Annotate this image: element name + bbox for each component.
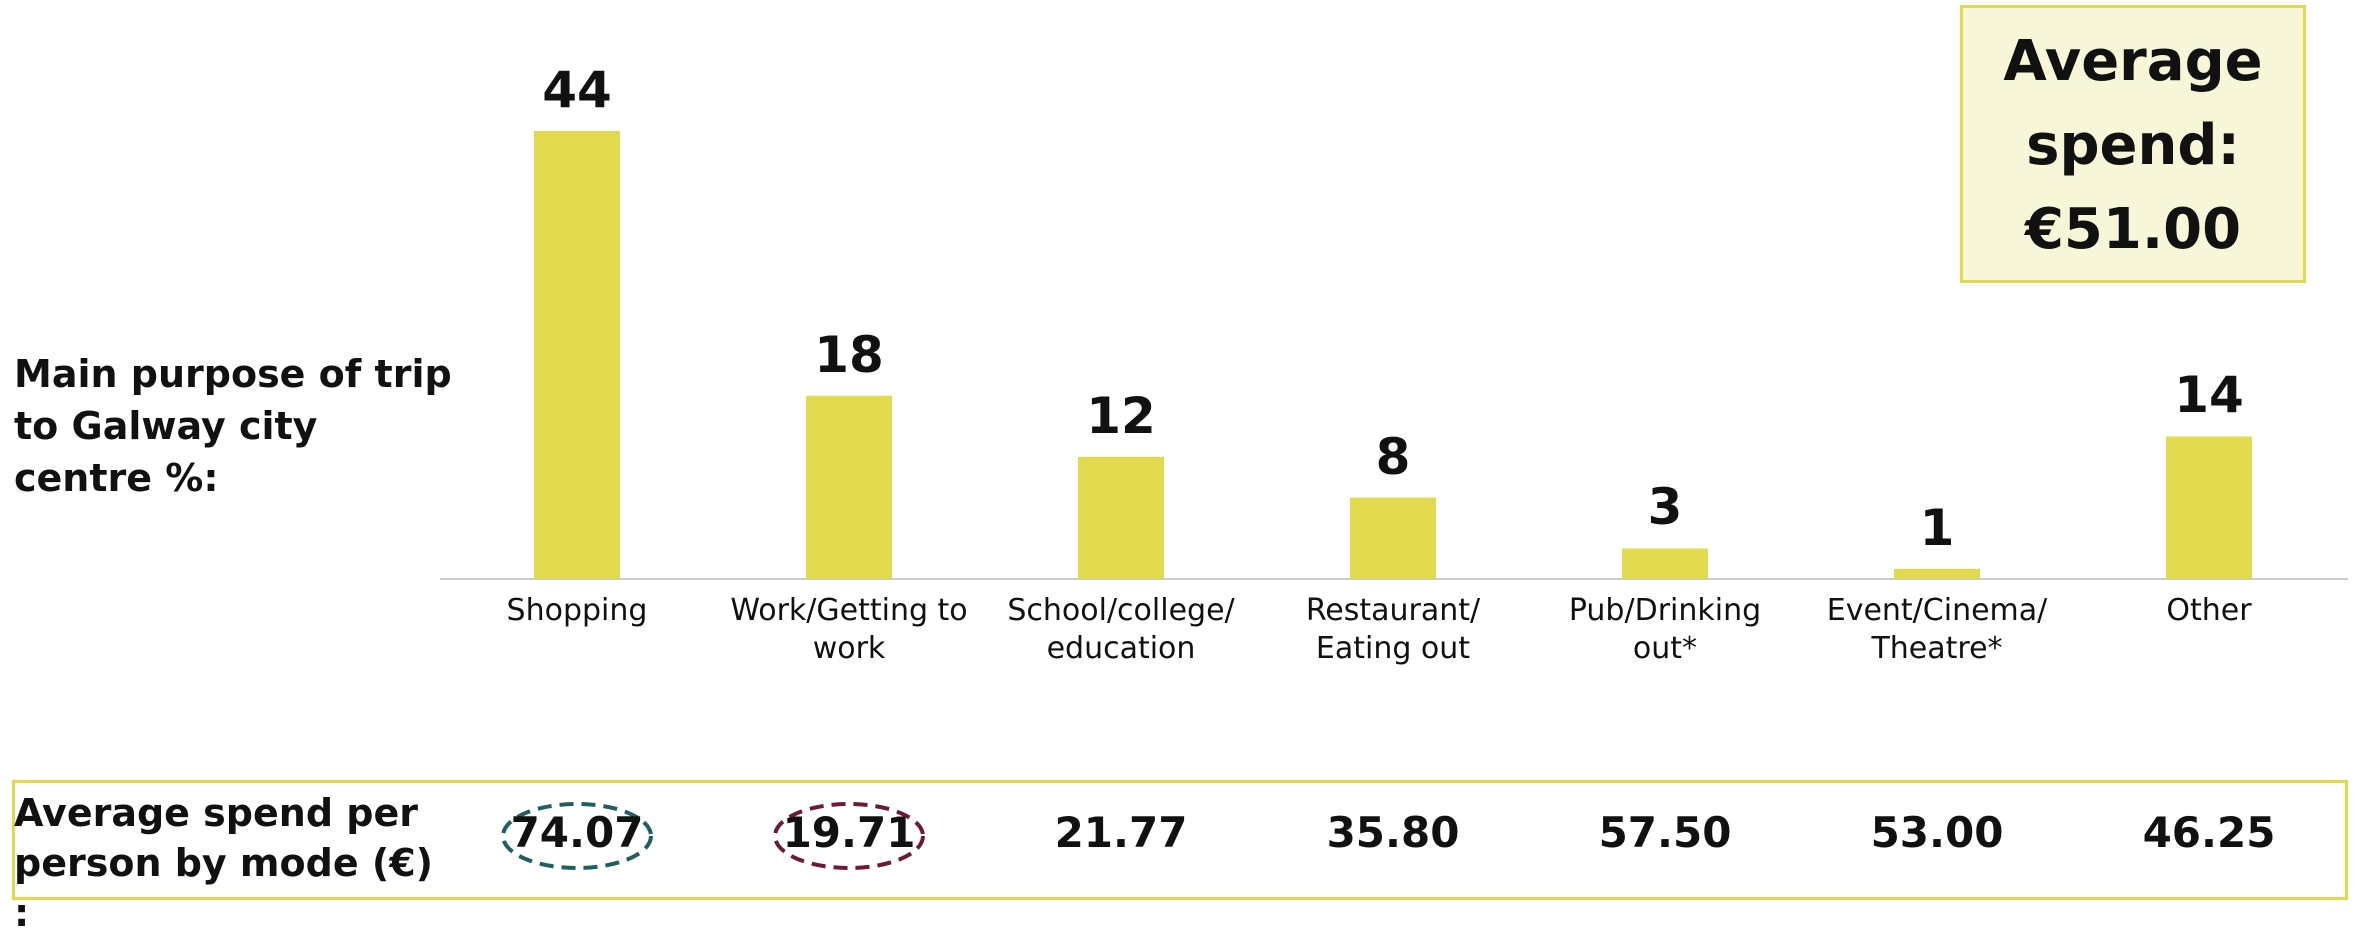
category-label: Work/Getting to work (724, 592, 974, 668)
category-label: Shopping (452, 592, 702, 630)
spend-value: 19.71 (749, 808, 949, 857)
bar (1078, 457, 1164, 579)
spend-row-label: Average spend per person by mode (€) : (14, 788, 454, 938)
value-label: 3 (1585, 478, 1745, 536)
bar (1894, 569, 1980, 579)
value-label: 12 (1041, 387, 1201, 445)
spend-value: 53.00 (1837, 808, 2037, 857)
spend-value: 74.07 (477, 808, 677, 857)
category-label: Event/Cinema/ Theatre* (1812, 592, 2062, 668)
spend-value: 57.50 (1565, 808, 1765, 857)
value-label: 44 (497, 61, 657, 119)
spend-value: 35.80 (1293, 808, 1493, 857)
spend-value: 46.25 (2109, 808, 2309, 857)
category-label: Pub/Drinking out* (1540, 592, 1790, 668)
bar (1350, 498, 1436, 579)
bar (1622, 548, 1708, 579)
bar (2166, 436, 2252, 579)
spend-value: 21.77 (1021, 808, 1221, 857)
value-label: 1 (1857, 499, 2017, 557)
average-spend-box: Average spend: €51.00 (1960, 5, 2306, 283)
category-label: Restaurant/ Eating out (1268, 592, 1518, 668)
y-axis-label: Main purpose of trip to Galway city cent… (14, 348, 454, 504)
value-label: 18 (769, 326, 929, 384)
bar (534, 131, 620, 579)
page: Main purpose of trip to Galway city cent… (0, 0, 2357, 883)
value-label: 8 (1313, 428, 1473, 486)
category-label: School/college/ education (996, 592, 1246, 668)
value-label: 14 (2129, 366, 2289, 424)
category-label: Other (2084, 592, 2334, 630)
bar (806, 396, 892, 579)
